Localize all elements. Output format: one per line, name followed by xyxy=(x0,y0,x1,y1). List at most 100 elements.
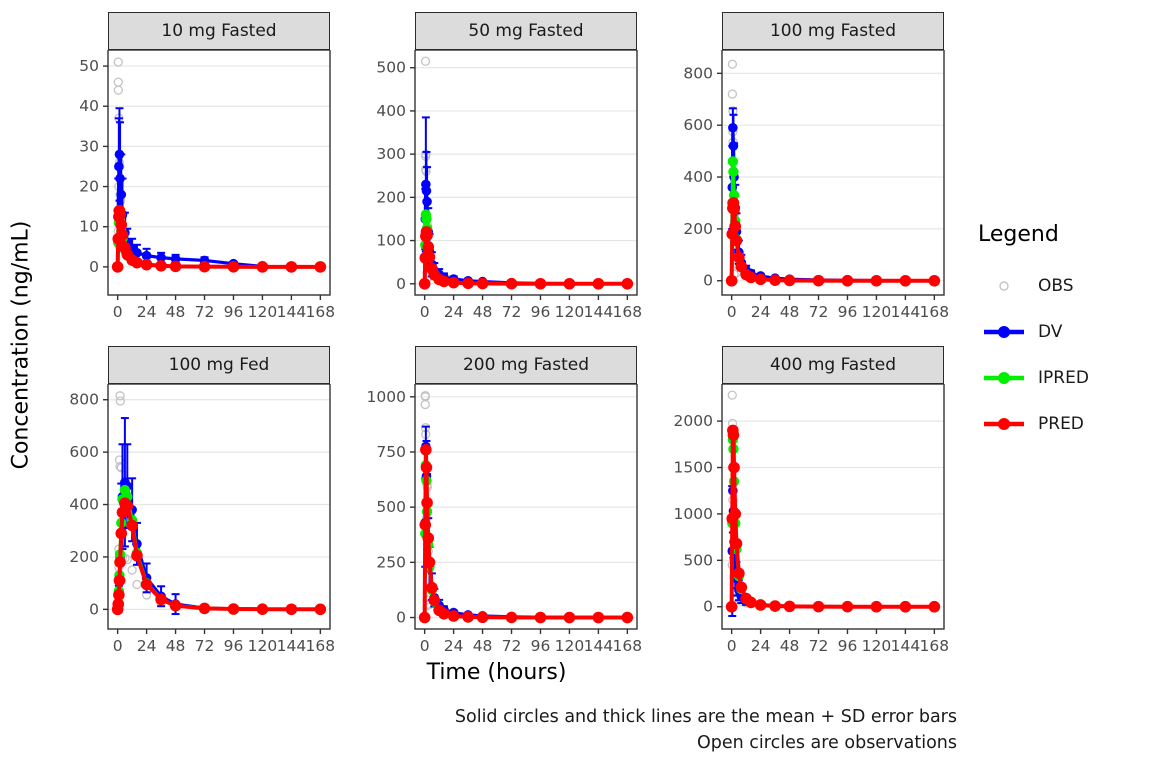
svg-text:72: 72 xyxy=(809,637,829,655)
svg-text:72: 72 xyxy=(195,303,215,321)
legend-item-dv: DV xyxy=(978,309,1150,355)
svg-text:168: 168 xyxy=(613,303,643,321)
svg-text:24: 24 xyxy=(751,303,771,321)
svg-text:10: 10 xyxy=(79,218,99,236)
panel-title: 100 mg Fasted xyxy=(722,12,944,50)
svg-text:48: 48 xyxy=(473,303,493,321)
panel-2: 50 mg Fasted 0 100 200 300 400 500 0 24 48 72 96 120… xyxy=(343,12,650,328)
pred-series xyxy=(725,424,941,613)
panel-title: 50 mg Fasted xyxy=(415,12,637,50)
svg-text:30: 30 xyxy=(79,137,99,155)
svg-text:400: 400 xyxy=(69,496,99,514)
svg-text:50: 50 xyxy=(79,57,99,75)
svg-text:500: 500 xyxy=(376,498,406,516)
svg-text:1000: 1000 xyxy=(674,505,713,523)
svg-text:144: 144 xyxy=(891,637,921,655)
caption: Solid circles and thick lines are the me… xyxy=(0,704,957,756)
svg-text:24: 24 xyxy=(444,637,464,655)
pred-series xyxy=(418,443,634,624)
svg-text:144: 144 xyxy=(584,303,614,321)
svg-text:96: 96 xyxy=(838,303,858,321)
svg-text:400: 400 xyxy=(376,102,406,120)
svg-text:48: 48 xyxy=(166,303,186,321)
svg-text:0: 0 xyxy=(727,303,737,321)
svg-text:120: 120 xyxy=(862,303,892,321)
svg-text:0: 0 xyxy=(703,272,713,290)
svg-text:72: 72 xyxy=(502,303,522,321)
legend-item-label: PRED xyxy=(1038,414,1084,434)
panels-grid: 10 mg Fasted 0 10 20 30 40 50 0 24 48 72 96 120 144 16… xyxy=(36,12,957,662)
svg-text:600: 600 xyxy=(69,443,99,461)
svg-text:0: 0 xyxy=(396,609,406,627)
svg-text:1500: 1500 xyxy=(674,459,713,477)
svg-text:0: 0 xyxy=(703,598,713,616)
panel-6: 400 mg Fasted 0 500 1000 1500 2000 0 24 48 72 96 12… xyxy=(650,346,957,662)
svg-text:48: 48 xyxy=(780,303,800,321)
legend-title: Legend xyxy=(978,222,1059,247)
panel-plot: 0 500 1000 1500 2000 0 24 48 72 96 120 144 168 xyxy=(674,384,950,655)
panel-4: 100 mg Fed 0 200 400 600 800 0 24 48 72 96 120 144 16… xyxy=(36,346,343,662)
svg-text:24: 24 xyxy=(137,303,157,321)
svg-text:24: 24 xyxy=(751,637,771,655)
pred-series xyxy=(111,204,327,273)
svg-text:144: 144 xyxy=(891,303,921,321)
svg-text:750: 750 xyxy=(376,443,406,461)
svg-text:96: 96 xyxy=(224,637,244,655)
svg-text:24: 24 xyxy=(444,303,464,321)
panel-plot: 0 10 20 30 40 50 0 24 48 72 96 120 144 168 xyxy=(79,50,336,321)
svg-text:200: 200 xyxy=(376,188,406,206)
svg-text:400: 400 xyxy=(683,168,713,186)
svg-text:24: 24 xyxy=(137,637,157,655)
panel-title: 100 mg Fed xyxy=(108,346,330,384)
svg-text:1000: 1000 xyxy=(367,388,406,406)
pred-series xyxy=(418,226,634,290)
svg-text:96: 96 xyxy=(531,303,551,321)
svg-text:0: 0 xyxy=(89,258,99,276)
x-axis-title: Time (hours) xyxy=(426,660,567,685)
svg-text:48: 48 xyxy=(780,637,800,655)
panel-3: 100 mg Fasted 0 200 400 600 800 0 24 48 72 96 120 14… xyxy=(650,12,957,328)
svg-text:0: 0 xyxy=(113,303,123,321)
svg-text:500: 500 xyxy=(683,551,713,569)
svg-text:250: 250 xyxy=(376,553,406,571)
svg-text:96: 96 xyxy=(224,303,244,321)
panel-title: 200 mg Fasted xyxy=(415,346,637,384)
svg-text:120: 120 xyxy=(248,303,278,321)
svg-text:120: 120 xyxy=(862,637,892,655)
svg-text:200: 200 xyxy=(683,220,713,238)
svg-text:20: 20 xyxy=(79,178,99,196)
svg-text:96: 96 xyxy=(531,637,551,655)
caption-line-2: Open circles are observations xyxy=(696,733,957,753)
svg-text:144: 144 xyxy=(277,303,307,321)
svg-text:600: 600 xyxy=(683,116,713,134)
legend: Legend OBS DV IPRED PRED xyxy=(978,222,1150,447)
panel-plot: 0 200 400 600 800 0 24 48 72 96 120 144 168 xyxy=(683,50,950,321)
pred-line-dot-icon xyxy=(978,413,1030,435)
svg-text:500: 500 xyxy=(376,59,406,77)
panel-plot: 0 100 200 300 400 500 0 24 48 72 96 120 144 168 xyxy=(376,50,643,321)
pred-series xyxy=(725,197,941,287)
svg-text:800: 800 xyxy=(683,64,713,82)
svg-text:48: 48 xyxy=(166,637,186,655)
caption-line-1: Solid circles and thick lines are the me… xyxy=(454,707,957,727)
svg-text:0: 0 xyxy=(727,637,737,655)
svg-text:120: 120 xyxy=(555,637,585,655)
legend-item-label: OBS xyxy=(1038,276,1074,296)
svg-text:200: 200 xyxy=(69,548,99,566)
svg-text:300: 300 xyxy=(376,145,406,163)
svg-text:144: 144 xyxy=(584,637,614,655)
svg-text:168: 168 xyxy=(306,303,336,321)
svg-text:168: 168 xyxy=(920,303,950,321)
svg-text:100: 100 xyxy=(376,232,406,250)
svg-text:72: 72 xyxy=(809,303,829,321)
svg-text:0: 0 xyxy=(89,600,99,618)
svg-text:40: 40 xyxy=(79,97,99,115)
panel-1: 10 mg Fasted 0 10 20 30 40 50 0 24 48 72 96 120 144 16… xyxy=(36,12,343,328)
svg-text:168: 168 xyxy=(920,637,950,655)
svg-text:0: 0 xyxy=(396,275,406,293)
panel-5: 200 mg Fasted 0 250 500 750 1000 0 24 48 72 96 120 1… xyxy=(343,346,650,662)
svg-text:48: 48 xyxy=(473,637,493,655)
ipred-line-dot-icon xyxy=(978,367,1030,389)
legend-item-obs: OBS xyxy=(978,263,1150,309)
